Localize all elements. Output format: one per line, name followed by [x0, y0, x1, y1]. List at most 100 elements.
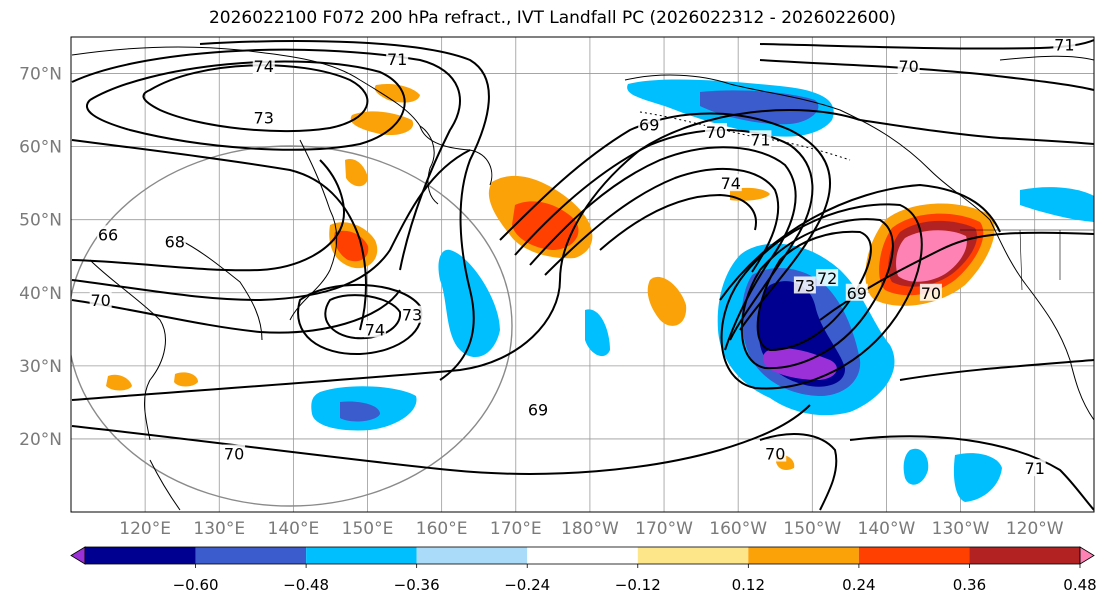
- latitude-label: 50°N: [19, 211, 62, 231]
- contour-label: 74: [721, 174, 741, 193]
- pos-anomaly-okhotsk: [350, 111, 414, 136]
- pos-anomaly-arctic: [374, 84, 420, 103]
- contour-label-halo: [638, 115, 661, 133]
- colorbar-tick-label: 0.12: [732, 576, 765, 594]
- longitude-label: 160°E: [416, 519, 468, 539]
- colorbar-outline: [84, 546, 1081, 565]
- contour-74-high: [324, 294, 402, 340]
- coastline-kamchatka: [419, 125, 439, 205]
- contour-label: 69: [639, 116, 659, 135]
- contour-alaska: [859, 119, 1094, 145]
- contour-label: 70: [706, 123, 726, 142]
- map-title: 2026022100 F072 200 hPa refract., IVT La…: [208, 8, 896, 28]
- contour-ridge-74: [599, 193, 757, 251]
- neg-anomaly-south-small: [903, 448, 929, 485]
- longitude-label: 120°E: [119, 519, 171, 539]
- contour-73-high: [297, 283, 423, 356]
- latitude-label: 60°N: [19, 138, 62, 158]
- pos-anomaly-dateline-red: [512, 201, 579, 250]
- contour-label: 70: [898, 57, 918, 76]
- neg-anomaly-small-1: [585, 309, 610, 357]
- contour-label-halo: [704, 123, 727, 140]
- contour-label: 73: [402, 306, 422, 325]
- latitude-label: 20°N: [19, 430, 62, 450]
- contour-label: 73: [795, 276, 815, 295]
- contour-69-westpac: [71, 109, 861, 401]
- contour-label: 74: [365, 320, 385, 339]
- contour-jet-2: [71, 289, 401, 334]
- colorbar-tick-label: 0.48: [1063, 576, 1096, 594]
- contour-label-halo: [252, 57, 275, 75]
- contour-70-southeast: [759, 433, 838, 511]
- longitude-label: 130°E: [193, 519, 245, 539]
- contour-label-halo: [252, 108, 275, 126]
- contour-label: 71: [1025, 459, 1045, 478]
- latitude-label: 30°N: [19, 357, 62, 377]
- neg-anomaly-subtropic-core: [340, 401, 380, 422]
- contour-label: 72: [817, 269, 837, 288]
- contour-72-japan: [71, 139, 367, 331]
- longitude-label: 170°E: [490, 519, 542, 539]
- coastline-philippines: [149, 459, 181, 511]
- colorbar-bin: [527, 547, 638, 564]
- contour-label-halo: [163, 232, 186, 250]
- longitude-label: 120°W: [1006, 519, 1064, 539]
- longitude-label: 140°E: [268, 519, 320, 539]
- political-borders: [960, 229, 1094, 291]
- longitude-label: 180°W: [561, 519, 619, 539]
- contour-label-halo: [1023, 459, 1046, 477]
- colorbar: −0.60 −0.48 −0.36 −0.24 −0.12 0.12 0.24 0.36 0.4…: [70, 546, 1097, 594]
- longitude-labels: 120°E 130°E 140°E 150°E 160°E 170°E 180°W 170°W…: [119, 519, 1063, 539]
- pos-anomaly-hokkaido: [345, 159, 368, 187]
- contour-73-okhotsk: [85, 60, 406, 151]
- contour-low-3: [720, 203, 923, 390]
- contour-label: 70: [921, 284, 941, 303]
- contour-label-halo: [1053, 37, 1076, 53]
- contour-label-halo: [89, 291, 112, 309]
- contour-69-east: [719, 183, 1001, 301]
- longitude-label: 150°W: [783, 519, 841, 539]
- longitude-label: 160°W: [709, 519, 767, 539]
- coastline-korea: [179, 239, 263, 341]
- refractivity-contours: [71, 39, 1094, 511]
- colorbar-extend-low: [70, 546, 86, 565]
- contour-low-2: [740, 218, 894, 370]
- colorbar-bin: [748, 547, 859, 564]
- pos-anomaly-midpac: [647, 276, 687, 326]
- contour-jet-1: [71, 149, 471, 302]
- contour-trough-1: [499, 112, 831, 331]
- contour-71-north: [759, 39, 1094, 50]
- colorbar-bin: [637, 547, 749, 564]
- reference-circle: [71, 145, 513, 507]
- latitude-label: 40°N: [19, 284, 62, 304]
- colorbar-tick-label: 0.36: [953, 576, 986, 594]
- contour-label: 73: [254, 108, 274, 127]
- pos-anomaly-scs-2: [174, 372, 198, 387]
- longitude-label: 170°W: [635, 519, 693, 539]
- contour-label-halo: [816, 269, 839, 287]
- coastline-arctic-canada: [999, 55, 1094, 61]
- contour-label: 69: [847, 284, 867, 303]
- colorbar-tick-label: −0.36: [394, 576, 440, 594]
- contour-70-arctic: [199, 40, 490, 381]
- contour-trough-4: [544, 167, 780, 276]
- colorbar-bin: [85, 547, 196, 564]
- colorbar-bin: [306, 547, 417, 564]
- contour-trough-2: [514, 129, 814, 341]
- contour-label-halo: [363, 320, 386, 338]
- coastline-north-america: [624, 74, 1094, 421]
- contour-label: 66: [98, 225, 118, 244]
- contour-label-halo: [793, 276, 816, 294]
- contour-label-halo: [719, 174, 742, 192]
- contour-label: 70: [90, 291, 110, 310]
- colorbar-bin: [416, 547, 528, 564]
- contour-label-halo: [749, 130, 772, 148]
- contour-label-halo: [527, 400, 550, 418]
- longitude-label: 150°E: [342, 519, 394, 539]
- contour-label-halo: [97, 225, 120, 243]
- contour-label: 74: [254, 57, 274, 76]
- contour-jet-3: [71, 159, 345, 272]
- contour-trough-3: [529, 146, 797, 351]
